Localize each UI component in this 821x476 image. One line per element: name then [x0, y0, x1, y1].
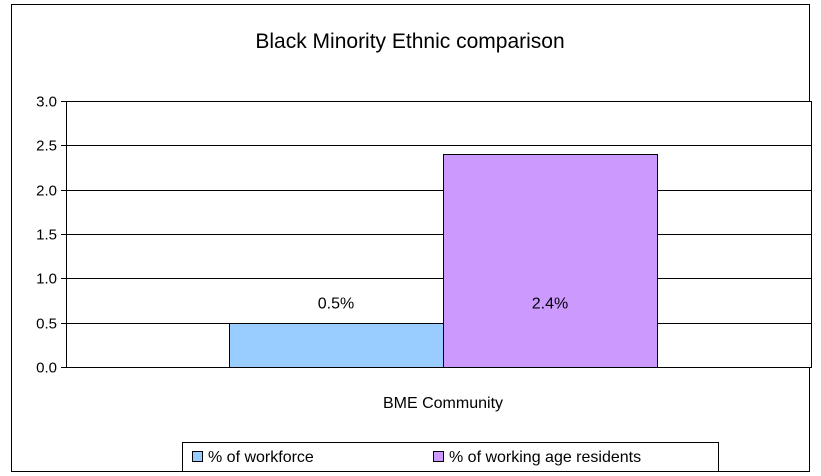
y-tick-label: 0.5 [36, 316, 57, 333]
chart-title: Black Minority Ethnic comparison [255, 30, 564, 53]
legend-swatch-residents [433, 451, 444, 462]
data-labels: 0.5% 2.4% [318, 296, 568, 313]
y-tick-label: 1.0 [36, 271, 57, 288]
bars [229, 154, 658, 368]
legend-label-workforce: % of workforce [208, 449, 314, 466]
y-tick-label: 0.0 [36, 360, 57, 377]
data-label: 0.5% [318, 296, 354, 313]
y-tick-label: 2.0 [36, 183, 57, 200]
y-tick-label: 1.5 [36, 227, 57, 244]
legend-box [182, 442, 719, 472]
data-label: 2.4% [532, 296, 568, 313]
y-axis: 0.0 0.5 1.0 1.5 2.0 2.5 3.0 [36, 94, 66, 377]
x-category-label: BME Community [383, 395, 503, 412]
gridlines [66, 145, 811, 324]
legend: % of workforce % of working age resident… [182, 442, 719, 472]
bar-residents [443, 154, 658, 368]
legend-swatch-workforce [192, 451, 203, 462]
legend-label-residents: % of working age residents [449, 449, 641, 466]
y-tick-label: 3.0 [36, 94, 57, 111]
bar-workforce [229, 323, 444, 368]
y-tick-label: 2.5 [36, 138, 57, 155]
